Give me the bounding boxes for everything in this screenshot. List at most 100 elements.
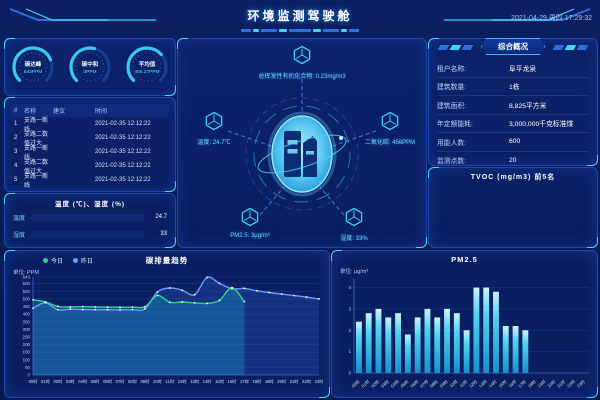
cube-icon bbox=[345, 207, 363, 227]
temperature-value: 24.7 bbox=[155, 214, 167, 220]
svg-text:450: 450 bbox=[23, 304, 31, 309]
overview-title-badge: 综合概况 bbox=[481, 38, 545, 55]
table-row[interactable]: 1 支路一断线 2021-02-35 12:12:22 bbox=[11, 117, 169, 133]
svg-text:00时: 00时 bbox=[29, 378, 39, 384]
cube-icon bbox=[205, 111, 223, 131]
node-label-humidity: 湿度: 33% bbox=[340, 236, 368, 242]
overview-value: 20 bbox=[509, 156, 517, 164]
overview-row: 建筑面积: 8,825平方米 bbox=[437, 96, 589, 115]
table-cell: 1 bbox=[14, 121, 18, 127]
table-cell: 2021-02-35 12:12:22 bbox=[95, 177, 151, 183]
temperature-bar-row: 温度 24.7 bbox=[13, 213, 167, 222]
svg-text:2: 2 bbox=[348, 328, 351, 333]
svg-text:150: 150 bbox=[23, 350, 31, 355]
svg-text:13时: 13时 bbox=[477, 378, 488, 389]
table-cell: 2021-02-35 12:12:22 bbox=[95, 121, 151, 127]
carbon-trend-title: 碳排量趋势 bbox=[145, 256, 189, 265]
overview-value: 1栋 bbox=[509, 84, 520, 92]
cube-icon bbox=[241, 207, 259, 227]
carbon-unit-label: 单位: PPM bbox=[13, 270, 39, 276]
overview-deco-right bbox=[552, 45, 589, 50]
svg-text:15时: 15时 bbox=[497, 378, 508, 389]
yesterday-dot bbox=[73, 258, 79, 263]
table-row[interactable]: 5 支路一断线 2021-02-35 12:12:22 bbox=[11, 173, 169, 189]
cube-icon bbox=[293, 45, 311, 65]
svg-text:16时: 16时 bbox=[507, 378, 518, 389]
table-cell: 支路一断线 bbox=[24, 174, 49, 189]
legend-item-yesterday[interactable]: 昨日 bbox=[73, 256, 93, 265]
overview-label: 用能人数: bbox=[437, 139, 467, 147]
table-cell: 支路二数值过大 bbox=[24, 132, 49, 147]
svg-text:01时: 01时 bbox=[360, 378, 371, 389]
node-temperature: 温度: 24.7℃ bbox=[154, 111, 274, 146]
overview-row: 年定额能耗: 3,000,000千克标准煤 bbox=[437, 115, 589, 133]
svg-text:09时: 09时 bbox=[438, 378, 449, 389]
pm25-title: PM2.5 bbox=[451, 255, 478, 264]
env-panel: 温度 (℃)、湿度 (%) 温度 24.7 湿度 33 bbox=[4, 193, 176, 248]
svg-text:09时: 09时 bbox=[140, 378, 150, 384]
svg-text:21时: 21时 bbox=[290, 378, 300, 384]
svg-text:07时: 07时 bbox=[419, 378, 430, 389]
svg-text:22时: 22时 bbox=[565, 378, 576, 389]
svg-text:0: 0 bbox=[348, 371, 351, 376]
building-icon bbox=[284, 131, 317, 177]
svg-text:06时: 06时 bbox=[103, 378, 113, 384]
table-cell: 3 bbox=[14, 149, 18, 155]
svg-text:碳中和: 碳中和 bbox=[82, 60, 99, 68]
svg-text:04时: 04时 bbox=[78, 378, 88, 384]
legend-item-today[interactable]: 今日 bbox=[43, 256, 63, 265]
connector-lines bbox=[227, 79, 377, 216]
table-row[interactable]: 3 支路一断线 2021-02-35 12:12:22 bbox=[11, 145, 169, 161]
svg-text:250: 250 bbox=[23, 334, 31, 339]
svg-text:07时: 07时 bbox=[116, 378, 126, 384]
node-label-co2: 二氧化碳: 456PPM bbox=[364, 140, 416, 146]
temperature-label: 温度 bbox=[13, 215, 26, 222]
svg-text:1: 1 bbox=[348, 349, 351, 354]
svg-text:19时: 19时 bbox=[265, 378, 275, 384]
svg-text:14时: 14时 bbox=[487, 378, 498, 389]
pm25-unit-label: 单位: μg/m³ bbox=[340, 269, 369, 275]
pm25-panel: PM2.5 单位: μg/m³ 0 1 2 3 4 00时 01时 02时 03时 04时 05时 0… bbox=[331, 250, 598, 398]
table-cell: 2 bbox=[14, 135, 18, 141]
table-row[interactable]: 4 支路二数值过大 2021-02-35 12:12:22 bbox=[11, 159, 169, 175]
svg-text:3: 3 bbox=[348, 307, 351, 312]
svg-text:13时: 13时 bbox=[190, 378, 200, 384]
svg-text:平均值: 平均值 bbox=[138, 60, 155, 68]
overview-value: 3,000,000千克标准煤 bbox=[509, 121, 574, 129]
humidity-bar-row: 湿度 33 bbox=[13, 230, 167, 239]
svg-text:19时: 19时 bbox=[536, 378, 547, 389]
overview-row: 租户名称: 阜平龙泉 bbox=[437, 59, 589, 78]
carbon-trend-panel: 碳排量趋势 今日 昨日 单位: PPM 0 50 100 150 200 250 300 35… bbox=[4, 250, 330, 398]
humidity-label: 湿度 bbox=[13, 232, 26, 239]
overview-value: 阜平龙泉 bbox=[509, 65, 537, 73]
svg-text:11时: 11时 bbox=[458, 378, 469, 389]
svg-text:10时: 10时 bbox=[448, 378, 459, 389]
gauge: 平均值 456.27PPM bbox=[122, 42, 172, 97]
page-title: 环境监测驾驶舱 bbox=[247, 9, 353, 23]
svg-text:12时: 12时 bbox=[467, 378, 478, 389]
column-header: 名称 bbox=[24, 109, 37, 115]
table-row[interactable]: 2 支路二数值过大 2021-02-35 12:12:22 bbox=[11, 131, 169, 147]
svg-text:08时: 08时 bbox=[428, 378, 439, 389]
node-pm25: PM2.5: 3μg/m³ bbox=[190, 207, 310, 239]
overview-value: 600 bbox=[509, 138, 521, 146]
node-co2: 二氧化碳: 456PPM bbox=[330, 111, 450, 146]
gauge-group: 碳达峰 643PPM 碳中和 0PPM 平均值 456.27PPM bbox=[5, 39, 175, 97]
overview-deco-left bbox=[437, 45, 474, 50]
table-cell: 2021-02-35 12:12:22 bbox=[95, 149, 151, 155]
overview-label: 租户名称: bbox=[437, 65, 467, 73]
svg-text:643PPM: 643PPM bbox=[24, 69, 42, 75]
svg-text:0PPM: 0PPM bbox=[83, 69, 96, 75]
table-cell: 4 bbox=[14, 163, 18, 169]
title-ornament bbox=[0, 29, 600, 32]
svg-text:碳达峰: 碳达峰 bbox=[25, 60, 42, 68]
svg-text:17时: 17时 bbox=[516, 378, 527, 389]
svg-text:50: 50 bbox=[25, 365, 30, 370]
svg-text:05时: 05时 bbox=[399, 378, 410, 389]
tvoc-panel: TVOC (mg/m3) 前5名 bbox=[428, 167, 598, 248]
svg-text:600: 600 bbox=[23, 281, 31, 286]
cube-icon bbox=[381, 111, 399, 131]
table-cell: 2021-02-35 12:12:22 bbox=[95, 135, 151, 141]
node-label-pm25: PM2.5: 3μg/m³ bbox=[230, 233, 270, 239]
svg-text:05时: 05时 bbox=[91, 378, 101, 384]
